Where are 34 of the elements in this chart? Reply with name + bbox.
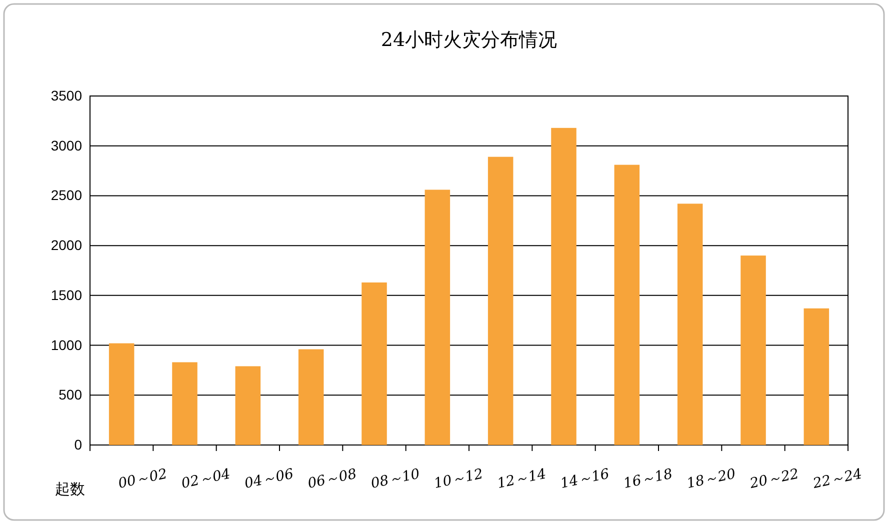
x-tick-label: 14～16 — [558, 466, 611, 492]
y-tick-label: 2500 — [50, 187, 82, 204]
x-tick-label: 18～20 — [685, 466, 738, 492]
y-tick-label: 0 — [74, 436, 82, 452]
x-tick-label: 02～04 — [180, 466, 232, 492]
x-tick-label: 04～06 — [243, 466, 296, 492]
bar — [298, 349, 324, 445]
bar — [740, 256, 766, 445]
bar — [614, 164, 640, 445]
bar — [551, 128, 576, 445]
bar — [424, 190, 450, 445]
y-tick-label: 3000 — [50, 137, 82, 154]
y-tick-label: 1500 — [50, 286, 82, 303]
x-tick-label: 16～18 — [622, 466, 674, 492]
bar — [108, 343, 134, 445]
bar — [172, 362, 198, 445]
bar — [362, 282, 387, 445]
bar — [677, 204, 703, 445]
y-tick-label: 2000 — [50, 237, 82, 254]
y-tick-label: 1000 — [50, 336, 82, 353]
y-axis-title: 起数 — [55, 480, 85, 498]
x-tick-label: 00～02 — [116, 466, 169, 492]
x-tick-label: 06～08 — [306, 466, 358, 492]
x-tick-label: 12～14 — [496, 466, 548, 492]
chart-title: 24小时火灾分布情况 — [380, 29, 558, 51]
x-tick-label: 08～10 — [369, 466, 422, 492]
x-tick-label: 22～24 — [810, 466, 864, 492]
x-tick-label: 20～22 — [748, 466, 800, 492]
y-tick-label: 3500 — [50, 87, 82, 104]
bar — [804, 308, 830, 445]
bar — [235, 366, 261, 445]
bar — [488, 156, 514, 445]
x-tick-label: 10～12 — [432, 466, 485, 492]
y-tick-label: 500 — [58, 386, 82, 403]
